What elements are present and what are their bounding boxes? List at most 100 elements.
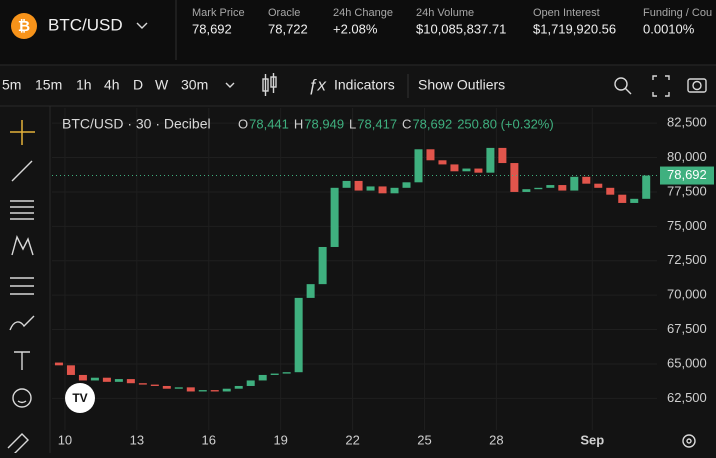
- candle-body: [558, 185, 567, 191]
- candle-body: [78, 374, 87, 381]
- interval-button[interactable]: 30m: [181, 77, 208, 93]
- interval-button[interactable]: 4h: [104, 77, 120, 93]
- header-bg: [0, 0, 716, 65]
- btc-glyph: ₿: [18, 18, 30, 35]
- search-icon[interactable]: [614, 77, 632, 95]
- intervals: 5m 15m 1h 4h D W 30m: [2, 77, 208, 93]
- candle-body: [474, 168, 483, 173]
- y-tick-label: 80,000: [667, 149, 707, 164]
- btc-icon: [11, 13, 37, 39]
- candle-body: [282, 372, 291, 374]
- tv-logo: TV: [65, 383, 95, 413]
- candle-body: [246, 380, 255, 386]
- fib-tool[interactable]: [10, 200, 34, 220]
- last-price-label: 78,692: [667, 167, 707, 182]
- y-tick-label: 75,000: [667, 218, 707, 233]
- interval-button[interactable]: 5m: [2, 77, 21, 93]
- interval-button[interactable]: 15m: [35, 77, 62, 93]
- candle-icon[interactable]: [262, 73, 277, 96]
- y-tick-label: 62,500: [667, 390, 707, 405]
- x-tick-label: 22: [345, 432, 359, 447]
- y-tick-label: 65,000: [667, 355, 707, 370]
- legend-value: 78,441: [249, 116, 289, 131]
- candle-body: [498, 147, 507, 164]
- stat-label: 24h Volume: [416, 7, 474, 19]
- indicators-button[interactable]: Indicators: [334, 77, 395, 93]
- chart-title: BTC/USD · 30 · Decibel: [62, 116, 211, 132]
- stat-label: Open Interest: [533, 7, 600, 19]
- candle-body: [522, 189, 531, 192]
- emoji-tool[interactable]: [12, 388, 32, 408]
- stat-value: 78,722: [268, 21, 308, 36]
- legend-value: 78,949: [304, 116, 344, 131]
- candle-body: [306, 284, 315, 298]
- settings-icon[interactable]: [682, 434, 696, 448]
- crosshair-tool[interactable]: [10, 120, 35, 145]
- ohlc-legend: O 78,441 H 78,949 L 78,417 C 78,692 250.80 (+0.3…: [238, 116, 554, 131]
- candle-body: [354, 180, 363, 191]
- legend-value: 78,417: [357, 116, 397, 131]
- candle-body: [150, 384, 159, 386]
- candle-body: [426, 149, 435, 161]
- candle-body: [114, 379, 123, 382]
- candle-body: [258, 374, 267, 381]
- symbol[interactable]: BTC/USD: [48, 15, 123, 34]
- y-tick-label: 77,500: [667, 183, 707, 198]
- x-tick-label: 25: [417, 432, 431, 447]
- candle-body: [198, 390, 207, 392]
- candle-body: [54, 362, 63, 366]
- candle-body: [162, 385, 171, 389]
- x-tick-label: 19: [273, 432, 287, 447]
- stat-label: Mark Price: [192, 7, 245, 19]
- candle-body: [90, 377, 99, 381]
- candle-body: [102, 377, 111, 382]
- legend-key: H: [294, 116, 303, 131]
- interval-button[interactable]: D: [133, 77, 143, 93]
- text-tool[interactable]: [14, 351, 30, 370]
- candle-body: [330, 187, 339, 247]
- candle-body: [390, 187, 399, 194]
- stat-value: 0.0010%: [643, 21, 695, 36]
- outliers-button[interactable]: Show Outliers: [418, 77, 505, 93]
- candle-body: [366, 186, 375, 191]
- ruler-tool[interactable]: [7, 433, 29, 455]
- svg-text:TV: TV: [72, 391, 87, 405]
- pattern-tool[interactable]: [11, 235, 34, 256]
- chevron[interactable]: [225, 82, 235, 88]
- x-tick-label: Sep: [580, 432, 604, 447]
- candle-body: [618, 194, 627, 203]
- stat-value: +2.08%: [333, 21, 378, 36]
- interval-button[interactable]: 1h: [76, 77, 92, 93]
- stat-value: $10,085,837.71: [416, 21, 506, 36]
- candle-body: [222, 388, 231, 392]
- candle-body: [486, 147, 495, 173]
- candle-body: [66, 365, 75, 375]
- y-tick-label: 72,500: [667, 252, 707, 267]
- line-tool[interactable]: [11, 160, 33, 182]
- candle-body: [210, 390, 219, 392]
- chevron[interactable]: [136, 22, 148, 29]
- candle-body: [174, 387, 183, 389]
- camera-icon[interactable]: [687, 78, 707, 93]
- candle-body: [534, 187, 543, 190]
- candle-body: [546, 185, 555, 188]
- candle-body: [606, 187, 615, 195]
- candle-body: [642, 175, 651, 199]
- stat-label: Oracle: [268, 7, 300, 19]
- candle-body: [462, 168, 471, 172]
- y-tick-label: 67,500: [667, 321, 707, 336]
- plot: 62,500 65,000 67,500 70,000 72,500 75,000 77,5…: [52, 108, 714, 447]
- fullscreen-icon[interactable]: [652, 75, 670, 97]
- candle-body: [582, 176, 591, 184]
- interval-button[interactable]: W: [155, 77, 169, 93]
- y-tick-label: 70,000: [667, 287, 707, 302]
- candle-body: [126, 379, 135, 384]
- candle-body: [630, 198, 639, 203]
- fx-icon[interactable]: ƒx: [308, 75, 326, 94]
- legend-key: O: [238, 116, 248, 131]
- legend-key: L: [349, 116, 356, 131]
- stat-label: 24h Change: [333, 7, 393, 19]
- brush-tool[interactable]: [9, 315, 35, 331]
- projection-tool[interactable]: [10, 277, 34, 295]
